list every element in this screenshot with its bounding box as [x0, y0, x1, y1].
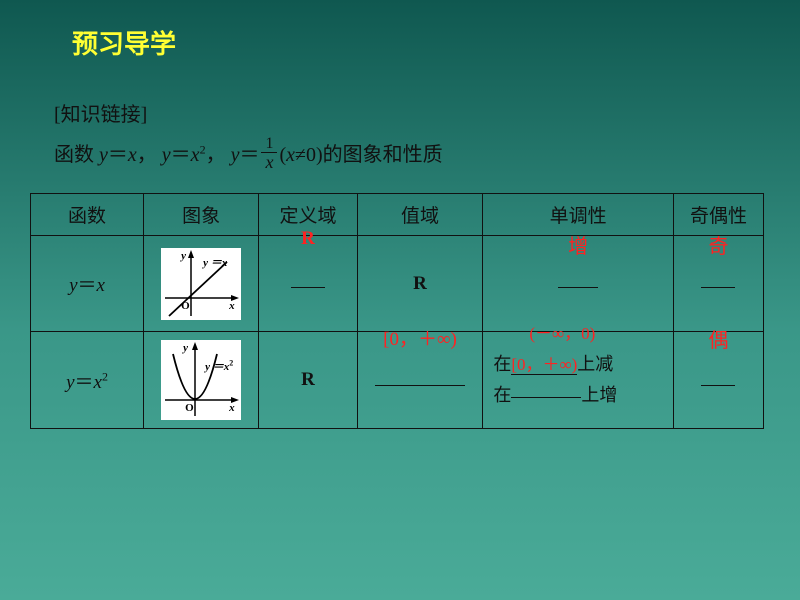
sep2: ， — [206, 144, 226, 166]
function-table: 函数 图象 定义域 值域 单调性 奇偶性 y＝x y y ＝x O x — [30, 193, 764, 429]
section-title: 预习导学 — [0, 0, 800, 61]
r1-lhs: y — [69, 275, 77, 296]
r1-graph: y y ＝x O x — [144, 236, 259, 332]
r1-parity: 奇 — [673, 236, 763, 332]
r1-g-y: y — [181, 250, 186, 262]
r2-mono-int1: (－∞，0) — [529, 319, 595, 344]
f3-ne: ≠ — [295, 144, 306, 166]
r1-rhs: x — [97, 275, 105, 296]
r1-mono-ans: 增 — [568, 236, 588, 258]
intro-prefix: 函数 — [54, 144, 99, 166]
f3-den: x — [261, 153, 277, 173]
r2-m1-post: 上减 — [577, 354, 613, 374]
r2-g-o: O — [185, 402, 194, 414]
r2-g-eq: y ＝x — [205, 361, 229, 373]
graph-parabola: y y ＝x2 O x — [161, 340, 241, 420]
intro-suffix: 的图象和性质 — [323, 144, 443, 166]
f1-rhs: x — [128, 144, 137, 166]
r2-domain: R — [259, 332, 357, 429]
r2-lhs: y — [66, 372, 74, 393]
r2-g-exp: 2 — [229, 358, 233, 367]
r1-eq: ＝ — [78, 275, 97, 296]
r2-graph: y y ＝x2 O x — [144, 332, 259, 429]
r2-m1-ans: [0，＋∞) — [511, 355, 577, 375]
r1-g-x: x — [229, 300, 235, 312]
r2-parity-ans: 偶 — [708, 330, 728, 352]
r1-g-eq: y ＝x — [203, 254, 227, 270]
r2-domain-val: R — [301, 369, 315, 390]
r2-range-blank — [375, 385, 465, 386]
table-row-1: y＝x y y ＝x O x R — [31, 236, 764, 332]
f1-eq: ＝ — [108, 144, 128, 166]
r2-exp: 2 — [102, 369, 108, 383]
r2-mono: (－∞，0) 在[0，＋∞)上减 在上增 — [483, 332, 674, 429]
r2-m2-pre: 在 — [493, 385, 511, 405]
intro-math-line: 函数 y＝x， y＝x2， y＝1x(x≠0)的图象和性质 — [54, 135, 800, 175]
r2-base: x — [94, 372, 102, 393]
f3-num: 1 — [261, 136, 277, 153]
r2-range-ans: [0，＋∞) — [383, 329, 457, 350]
th-graph: 图象 — [144, 194, 259, 236]
r1-mono: 增 — [483, 236, 674, 332]
table-wrap: 函数 图象 定义域 值域 单调性 奇偶性 y＝x y y ＝x O x — [0, 175, 800, 429]
r2-range: [0，＋∞) — [357, 332, 483, 429]
r1-mono-blank — [558, 287, 598, 288]
r1-domain: R — [259, 236, 357, 332]
sep1: ， — [137, 144, 157, 166]
f2-base: x — [191, 144, 200, 166]
r2-eq: ＝ — [75, 372, 94, 393]
graph-linear: y y ＝x O x — [161, 248, 241, 320]
r2-parity-blank — [701, 385, 735, 386]
r1-parity-ans: 奇 — [708, 236, 728, 258]
th-range: 值域 — [357, 194, 483, 236]
f2-lhs: y — [162, 144, 171, 166]
f1-lhs: y — [99, 144, 108, 166]
r1-func: y＝x — [31, 236, 144, 332]
r2-func: y＝x2 — [31, 332, 144, 429]
r1-range: R — [357, 236, 483, 332]
r1-range-val: R — [413, 273, 427, 294]
r2-g-y: y — [183, 342, 188, 354]
r2-m1-pre: 在 — [493, 354, 511, 374]
r2-parity: 偶 — [673, 332, 763, 429]
r1-parity-blank — [701, 287, 735, 288]
r1-domain-ans: R — [301, 228, 315, 249]
f2-eq: ＝ — [171, 144, 191, 166]
f3-eq: ＝ — [239, 144, 259, 166]
intro-block: [知识链接] 函数 y＝x， y＝x2， y＝1x(x≠0)的图象和性质 — [0, 61, 800, 175]
f3-close: ) — [316, 144, 323, 166]
f3-zero: 0 — [306, 144, 316, 166]
knowledge-link-label: [知识链接] — [54, 95, 800, 135]
table-row-2: y＝x2 y y ＝x2 O x R — [31, 332, 764, 429]
th-func: 函数 — [31, 194, 144, 236]
r2-g-x: x — [229, 402, 235, 414]
r2-m2-blank — [511, 397, 581, 398]
r1-g-o: O — [181, 300, 190, 312]
f3-var: x — [286, 144, 295, 166]
r2-m2-post: 上增 — [581, 385, 617, 405]
r1-domain-blank — [291, 287, 325, 288]
